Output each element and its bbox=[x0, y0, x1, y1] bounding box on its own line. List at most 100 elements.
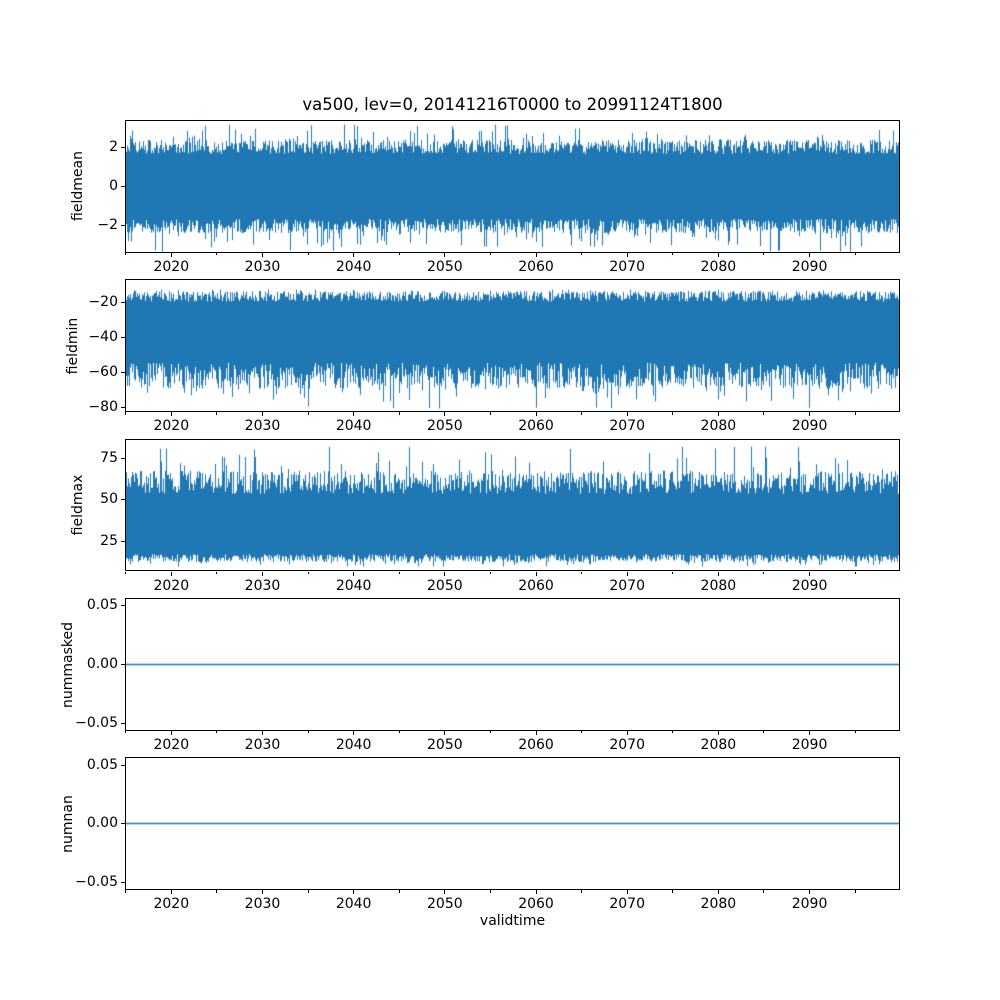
x-minor-tick-mark bbox=[854, 730, 856, 734]
x-tick-mark bbox=[717, 252, 719, 257]
x-tick-mark bbox=[444, 571, 446, 576]
y-tick-mark bbox=[121, 185, 125, 187]
x-tick-mark bbox=[261, 412, 263, 417]
x-tick-mark bbox=[717, 412, 719, 417]
x-minor-tick-mark bbox=[581, 571, 583, 574]
x-minor-tick-mark bbox=[125, 730, 127, 734]
y-tick-mark bbox=[121, 605, 125, 607]
x-tick-mark bbox=[444, 730, 446, 735]
y-tick-mark bbox=[121, 823, 125, 825]
x-tick-mark bbox=[353, 730, 355, 735]
x-minor-tick-mark bbox=[854, 412, 856, 415]
y-tick-label: 0 bbox=[109, 177, 118, 194]
x-tick-mark bbox=[170, 252, 172, 257]
x-minor-tick-mark bbox=[398, 412, 400, 415]
x-tick-mark bbox=[535, 252, 537, 257]
x-tick-mark bbox=[626, 730, 628, 735]
x-tick-mark bbox=[626, 252, 628, 257]
y-tick-label: 0.05 bbox=[86, 756, 118, 773]
y-tick-label: 50 bbox=[100, 491, 118, 508]
x-tick-mark bbox=[809, 890, 811, 895]
y-tick-mark bbox=[121, 722, 125, 724]
y-tick-label: −2 bbox=[97, 216, 118, 233]
x-tick-label: 2090 bbox=[791, 258, 828, 275]
figure-title: va500, lev=0, 20141216T0000 to 20991124T… bbox=[302, 95, 723, 114]
x-tick-mark bbox=[809, 730, 811, 735]
y-tick-label: 2 bbox=[109, 139, 118, 156]
x-minor-tick-mark bbox=[216, 571, 218, 574]
x-tick-mark bbox=[809, 571, 811, 576]
y-tick-label: 0.00 bbox=[86, 815, 118, 832]
x-tick-mark bbox=[170, 412, 172, 417]
x-tick-label: 2040 bbox=[335, 577, 372, 594]
y-tick-mark bbox=[121, 406, 125, 408]
x-tick-mark bbox=[535, 730, 537, 735]
x-tick-label: 2040 bbox=[335, 258, 372, 275]
x-tick-mark bbox=[626, 412, 628, 417]
x-tick-label: 2060 bbox=[518, 418, 554, 435]
x-minor-tick-mark bbox=[763, 571, 765, 574]
plot-canvas-fieldmean bbox=[126, 121, 899, 252]
y-tick-label: −60 bbox=[88, 363, 118, 380]
y-tick-mark bbox=[121, 764, 125, 766]
x-minor-tick-mark bbox=[398, 252, 400, 256]
x-tick-label: 2030 bbox=[244, 258, 281, 275]
x-minor-tick-mark bbox=[672, 890, 674, 893]
y-tick-label: −20 bbox=[88, 293, 118, 310]
x-minor-tick-mark bbox=[398, 571, 400, 574]
x-minor-tick-mark bbox=[763, 730, 765, 734]
x-tick-label: 2060 bbox=[518, 736, 554, 753]
x-tick-label: 2080 bbox=[700, 896, 737, 913]
x-minor-tick-mark bbox=[581, 730, 583, 734]
x-tick-mark bbox=[261, 730, 263, 735]
x-tick-label: 2080 bbox=[700, 418, 737, 435]
x-tick-label: 2050 bbox=[427, 577, 463, 594]
x-minor-tick-mark bbox=[854, 890, 856, 893]
y-tick-mark bbox=[121, 499, 125, 501]
x-tick-label: 2070 bbox=[609, 896, 645, 913]
x-minor-tick-mark bbox=[307, 571, 309, 574]
x-minor-tick-mark bbox=[125, 890, 127, 893]
x-tick-label: 2060 bbox=[518, 896, 554, 913]
subplot-fieldmax-frame bbox=[125, 438, 900, 572]
x-tick-label: 2090 bbox=[791, 736, 828, 753]
x-tick-mark bbox=[170, 730, 172, 735]
x-tick-label: 2080 bbox=[700, 258, 737, 275]
y-tick-mark bbox=[121, 664, 125, 665]
x-minor-tick-mark bbox=[672, 730, 674, 734]
x-minor-tick-mark bbox=[489, 890, 491, 893]
x-tick-label: 2050 bbox=[427, 258, 463, 275]
x-tick-mark bbox=[535, 412, 537, 417]
x-tick-label: 2020 bbox=[153, 258, 190, 275]
x-tick-mark bbox=[444, 890, 446, 895]
x-minor-tick-mark bbox=[216, 412, 218, 415]
x-tick-mark bbox=[353, 412, 355, 417]
plot-canvas-fieldmin bbox=[126, 280, 899, 412]
plot-canvas-fieldmax bbox=[126, 439, 899, 571]
x-tick-label: 2050 bbox=[427, 736, 463, 753]
x-minor-tick-mark bbox=[307, 730, 309, 734]
x-tick-mark bbox=[535, 890, 537, 895]
x-minor-tick-mark bbox=[489, 571, 491, 574]
x-minor-tick-mark bbox=[125, 252, 127, 256]
x-tick-mark bbox=[626, 571, 628, 576]
y-tick-label: 25 bbox=[100, 533, 118, 550]
x-minor-tick-mark bbox=[398, 730, 400, 734]
y-tick-label: 0.00 bbox=[86, 656, 118, 672]
x-tick-mark bbox=[809, 252, 811, 257]
y-tick-mark bbox=[121, 301, 125, 303]
x-tick-mark bbox=[261, 890, 263, 895]
x-tick-label: 2070 bbox=[609, 418, 645, 435]
x-tick-mark bbox=[535, 571, 537, 576]
x-tick-mark bbox=[717, 890, 719, 895]
x-minor-tick-mark bbox=[672, 252, 674, 256]
x-minor-tick-mark bbox=[854, 571, 856, 574]
x-tick-label: 2030 bbox=[244, 577, 281, 594]
y-tick-label: 0.05 bbox=[86, 597, 118, 614]
x-minor-tick-mark bbox=[672, 571, 674, 574]
x-minor-tick-mark bbox=[307, 252, 309, 256]
x-minor-tick-mark bbox=[581, 412, 583, 415]
x-minor-tick-mark bbox=[763, 252, 765, 256]
x-minor-tick-mark bbox=[307, 412, 309, 415]
x-minor-tick-mark bbox=[672, 412, 674, 415]
